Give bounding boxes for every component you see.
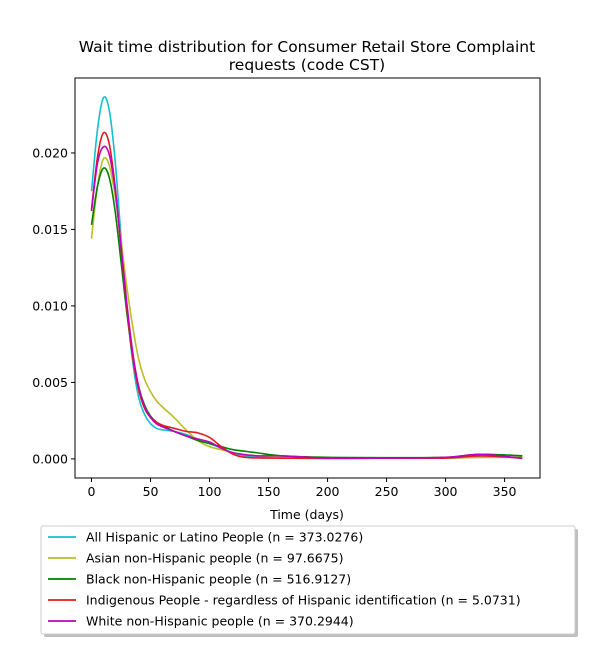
y-tick-label: 0.005	[32, 375, 68, 390]
x-tick-label: 150	[257, 484, 281, 499]
y-tick-label: 0.010	[32, 298, 68, 313]
x-axis-label: Time (days)	[269, 507, 344, 522]
y-tick-label: 0.015	[32, 222, 68, 237]
plot-series-group	[90, 96, 523, 460]
legend-label-5: White non-Hispanic people (n = 370.2944)	[86, 614, 354, 629]
x-tick-label: 50	[143, 484, 159, 499]
plot-frame	[74, 77, 541, 479]
y-tick-label: 0.020	[32, 145, 68, 160]
legend-label-4: Indigenous People - regardless of Hispan…	[86, 593, 521, 608]
series-line-1	[90, 96, 523, 459]
legend-label-2: Asian non-Hispanic people (n = 97.6675)	[86, 551, 343, 566]
x-tick-label: 350	[493, 484, 517, 499]
x-axis-ticks: 0 50 100 150 200 250 300 350	[88, 478, 517, 499]
legend-label-1: All Hispanic or Latino People (n = 373.0…	[86, 530, 363, 545]
series-line-3	[90, 167, 523, 459]
x-tick-label: 250	[375, 484, 399, 499]
series-line-5	[90, 145, 523, 460]
chart-title-line-2: requests (code CST)	[229, 56, 385, 74]
y-tick-label: 0.000	[32, 451, 68, 466]
y-axis-ticks: 0.000 0.005 0.010 0.015 0.020	[32, 145, 75, 466]
x-tick-label: 0	[88, 484, 96, 499]
series-line-2	[90, 156, 523, 459]
legend-items: All Hispanic or Latino People (n = 373.0…	[48, 530, 521, 629]
x-tick-label: 100	[198, 484, 222, 499]
chart-title-line-1: Wait time distribution for Consumer Reta…	[79, 38, 535, 56]
series-line-4	[90, 131, 523, 460]
x-tick-label: 200	[316, 484, 340, 499]
legend-label-3: Black non-Hispanic people (n = 516.9127)	[86, 572, 351, 587]
legend: All Hispanic or Latino People (n = 373.0…	[40, 525, 578, 637]
x-tick-label: 300	[434, 484, 458, 499]
legend-box	[40, 525, 576, 635]
